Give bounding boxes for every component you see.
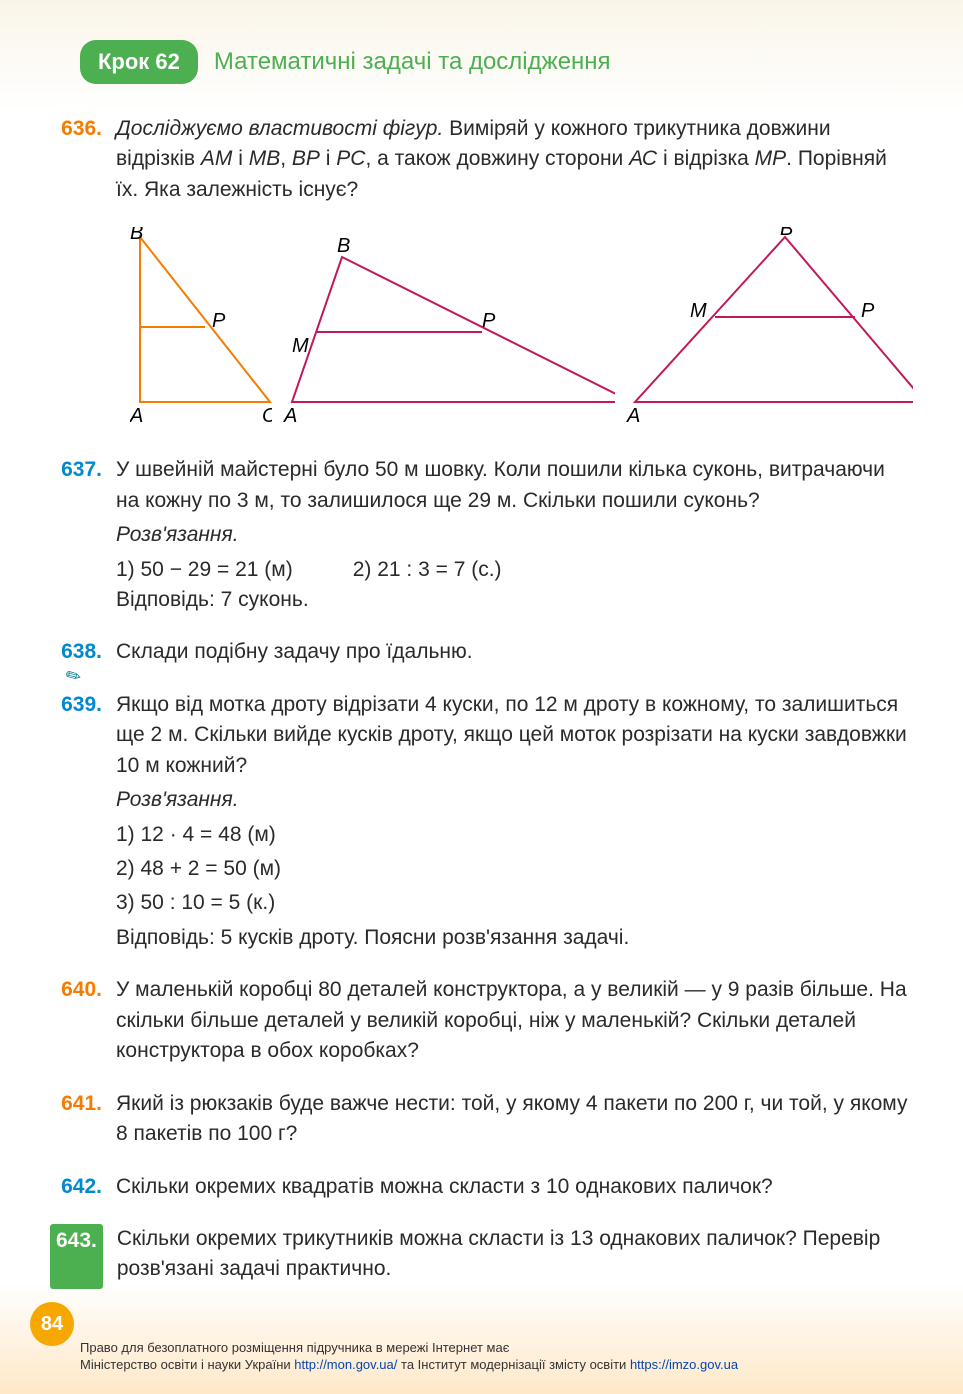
solution-step: 1) 50 − 29 = 21 (м) xyxy=(116,555,293,585)
text-body: Скільки окремих трикутників можна скласт… xyxy=(117,1224,913,1285)
svg-text:A: A xyxy=(283,405,297,427)
lead-italic: Досліджуємо властивості фігур. xyxy=(116,117,443,140)
svg-text:M: M xyxy=(292,335,309,357)
page-number: 84 xyxy=(30,1302,74,1346)
problem-text: У швейній майстерні було 50 м шовку. Кол… xyxy=(116,455,913,619)
triangle-1: A B C M P xyxy=(130,227,272,427)
svg-text:C: C xyxy=(262,405,272,427)
svg-text:B: B xyxy=(130,227,143,244)
text-body: Якщо від мотка дроту відрізати 4 куски, … xyxy=(116,690,913,781)
problem-642: 642. Скільки окремих квадратів можна скл… xyxy=(50,1172,913,1206)
problem-number: 637. xyxy=(50,455,102,619)
answer: Відповідь: 7 суконь. xyxy=(116,585,913,615)
problem-number: 641. xyxy=(50,1089,102,1154)
problem-number: 643. xyxy=(50,1224,103,1289)
footer-line2b: та Інститут модернізації змісту освіти xyxy=(401,1357,630,1372)
problem-639: 639. Якщо від мотка дроту відрізати 4 ку… xyxy=(50,690,913,958)
svg-text:B: B xyxy=(337,235,350,257)
problem-641: 641. Який із рюкзаків буде важче нести: … xyxy=(50,1089,913,1154)
svg-text:A: A xyxy=(130,405,143,427)
text-body: Склади подібну задачу про їдальню. xyxy=(116,637,913,667)
text-body: Який із рюкзаків буде важче нести: той, … xyxy=(116,1089,913,1150)
problem-text: Досліджуємо властивості фігур. Виміряй у… xyxy=(116,114,913,209)
problem-636: 636. Досліджуємо властивості фігур. Вимі… xyxy=(50,114,913,209)
problem-number: 636. xyxy=(50,114,102,209)
problem-text: Склади подібну задачу про їдальню. xyxy=(116,637,913,671)
text-body: У маленькій коробці 80 деталей конструкт… xyxy=(116,975,913,1066)
svg-text:A: A xyxy=(626,405,640,427)
solution-step: 2) 21 : 3 = 7 (с.) xyxy=(353,555,502,585)
solution-step: 1) 12 · 4 = 48 (м) xyxy=(116,820,913,850)
problem-640: 640. У маленькій коробці 80 деталей конс… xyxy=(50,975,913,1070)
problem-text: Якщо від мотка дроту відрізати 4 куски, … xyxy=(116,690,913,958)
problem-text: Скільки окремих трикутників можна скласт… xyxy=(117,1224,913,1289)
problem-number: 642. xyxy=(50,1172,102,1206)
solution-step: 3) 50 : 10 = 5 (к.) xyxy=(116,888,913,918)
step-title: Математичні задачі та дослідження xyxy=(214,45,611,80)
problem-637: 637. У швейній майстерні було 50 м шовку… xyxy=(50,455,913,619)
solution-label: Розв'язання. xyxy=(116,520,913,550)
problem-text: Скільки окремих квадратів можна скласти … xyxy=(116,1172,913,1206)
svg-text:B: B xyxy=(780,227,793,240)
problem-number: 640. xyxy=(50,975,102,1070)
triangle-3: A B C M P xyxy=(625,227,913,427)
solution-label: Розв'язання. xyxy=(116,785,913,815)
diagram-row: A B C M P A B C M P A B C M P xyxy=(130,227,913,427)
footer-link1[interactable]: http://mon.gov.ua/ xyxy=(294,1357,397,1372)
svg-text:P: P xyxy=(212,310,226,332)
text-body: Скільки окремих квадратів можна скласти … xyxy=(116,1172,913,1202)
problem-638: 638. Склади подібну задачу про їдальню. xyxy=(50,637,913,671)
problem-643: 643. Скільки окремих трикутників можна с… xyxy=(50,1224,913,1289)
problem-number: 639. xyxy=(50,690,102,958)
svg-text:P: P xyxy=(861,300,875,322)
solution-step: 2) 48 + 2 = 50 (м) xyxy=(116,854,913,884)
footer-link2[interactable]: https://imzo.gov.ua xyxy=(630,1357,738,1372)
text-body: У швейній майстерні було 50 м шовку. Кол… xyxy=(116,455,913,516)
problem-text: Який із рюкзаків буде важче нести: той, … xyxy=(116,1089,913,1154)
footer-line2a: Міністерство освіти і науки України xyxy=(80,1357,294,1372)
footer: Право для безоплатного розміщення підруч… xyxy=(80,1340,923,1374)
answer: Відповідь: 5 кусків дроту. Поясни розв'я… xyxy=(116,923,913,953)
svg-text:P: P xyxy=(482,310,496,332)
svg-text:M: M xyxy=(690,300,707,322)
step-badge: Крок 62 xyxy=(80,40,198,84)
problem-text: У маленькій коробці 80 деталей конструкт… xyxy=(116,975,913,1070)
footer-line1: Право для безоплатного розміщення підруч… xyxy=(80,1340,509,1355)
lesson-header: Крок 62 Математичні задачі та дослідженн… xyxy=(80,40,913,84)
triangle-2: A B C M P xyxy=(282,227,616,427)
